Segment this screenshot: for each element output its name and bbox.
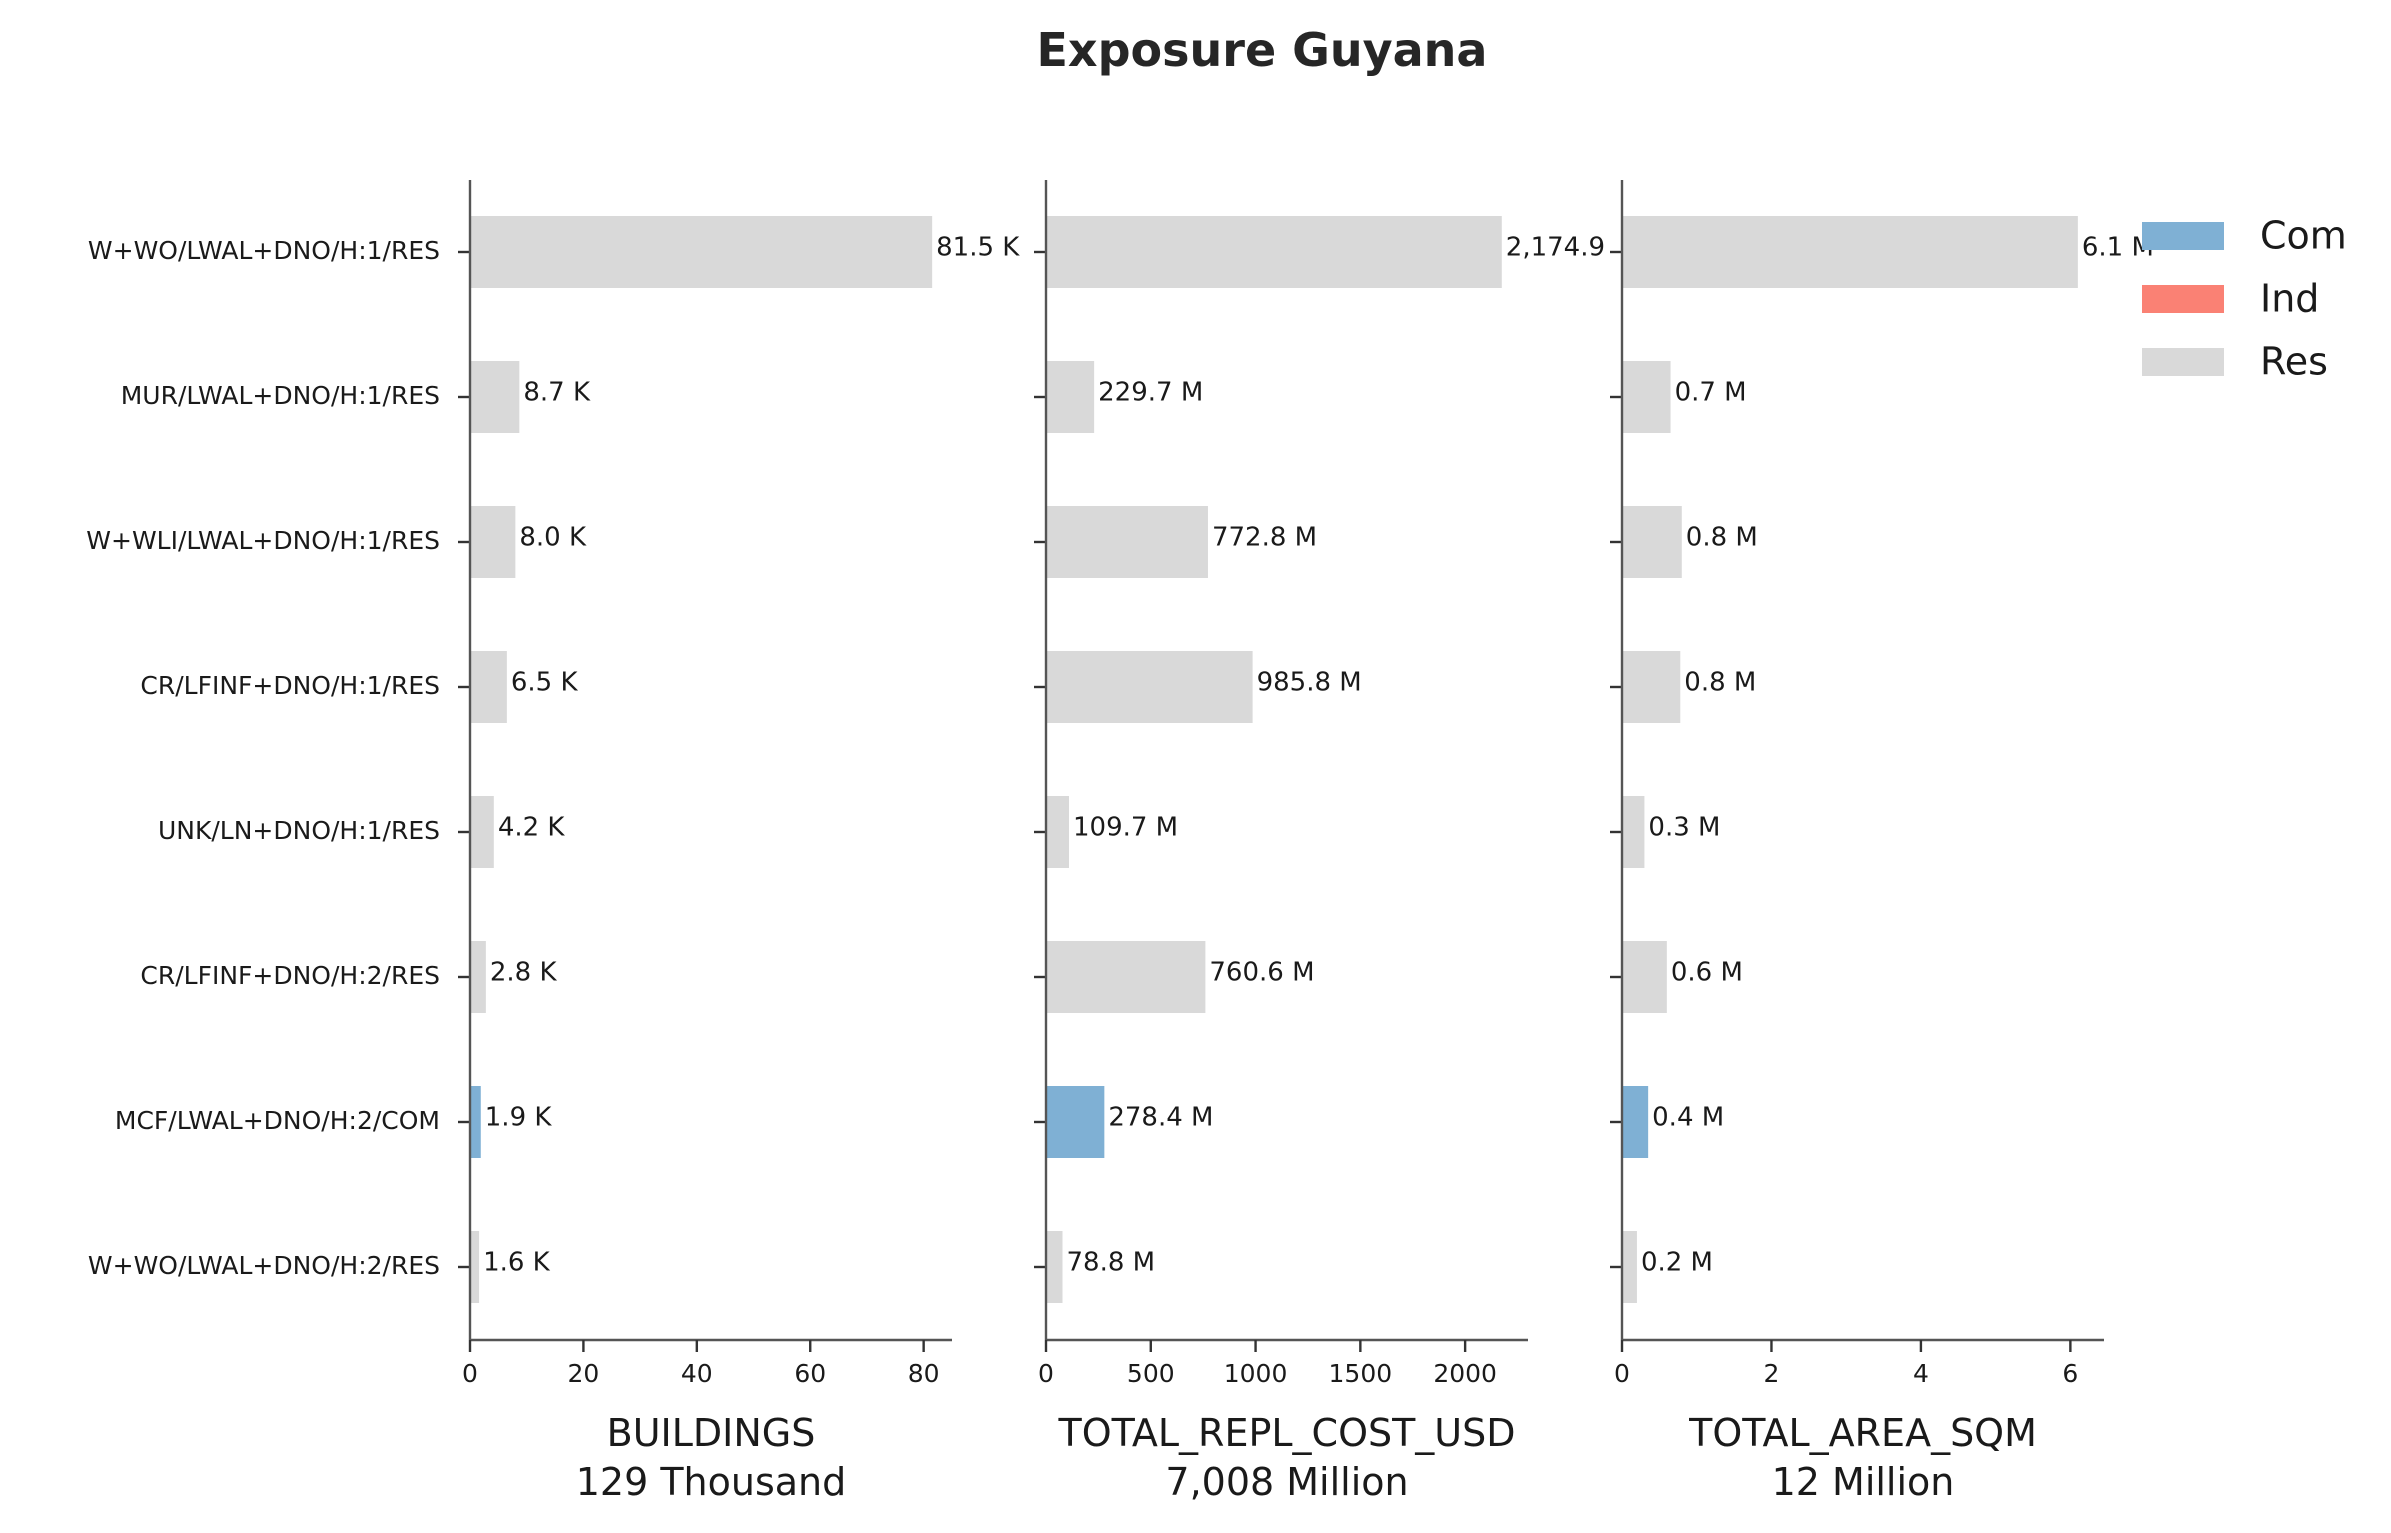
data-label: 0.3 M [1648, 813, 1720, 843]
bar [470, 1231, 480, 1303]
category-label: W+WLI/LWAL+DNO/H:1/RES [86, 526, 440, 555]
legend-label: Ind [2260, 277, 2319, 321]
bar [1046, 1231, 1063, 1303]
legend-swatch [2142, 222, 2224, 250]
x-tick-label: 0 [1614, 1359, 1630, 1388]
data-label: 772.8 M [1212, 523, 1317, 553]
data-label: 0.6 M [1671, 958, 1743, 988]
bar [1046, 651, 1253, 723]
x-tick-label: 40 [681, 1359, 713, 1388]
bar [1046, 941, 1206, 1013]
data-label: 985.8 M [1257, 668, 1362, 698]
panels-layer: 81.5 K W+WO/LWAL+DNO/H:1/RES 8.7 K MUR/LWAL… [86, 180, 2154, 1504]
panel-buildings: 81.5 K W+WO/LWAL+DNO/H:1/RES 8.7 K MUR/LWAL… [86, 180, 1020, 1504]
x-axis-title: BUILDINGS [607, 1411, 816, 1455]
data-label: 0.7 M [1675, 378, 1747, 408]
data-label: 8.0 K [519, 523, 587, 553]
bar [1622, 216, 2078, 288]
x-tick-label: 2 [1764, 1359, 1780, 1388]
x-axis-total: 129 Thousand [576, 1460, 847, 1504]
data-label: 4.2 K [498, 813, 566, 843]
legend-swatch [2142, 348, 2224, 376]
category-label: MUR/LWAL+DNO/H:1/RES [121, 381, 440, 410]
panel-total-repl-cost-usd: 2,174.9 229.7 M 772.8 M 985.8 M 109.7 M 760.6… [1034, 180, 1605, 1504]
data-label: 1.6 K [483, 1248, 551, 1278]
bar [470, 361, 520, 433]
category-label: UNK/LN+DNO/H:1/RES [158, 816, 440, 845]
bar [1622, 651, 1681, 723]
data-label: 8.7 K [523, 378, 591, 408]
data-label: 1.9 K [485, 1103, 553, 1133]
x-tick-label: 80 [908, 1359, 940, 1388]
bar [1622, 361, 1671, 433]
bar [1622, 1086, 1649, 1158]
x-tick-label: 0 [1038, 1359, 1054, 1388]
bar [1046, 216, 1502, 288]
data-label: 2,174.9 [1506, 233, 1605, 263]
bar [1622, 941, 1667, 1013]
bar [470, 506, 516, 578]
data-label: 0.8 M [1684, 668, 1756, 698]
panel-total-area-sqm: 6.1 M 0.7 M 0.8 M 0.8 M 0.3 M 0.6 M 0.4 M 0.2 M… [1610, 180, 2154, 1504]
x-tick-label: 500 [1127, 1359, 1175, 1388]
x-axis-title: TOTAL_AREA_SQM [1688, 1411, 2037, 1455]
data-label: 2.8 K [490, 958, 558, 988]
category-label: CR/LFINF+DNO/H:1/RES [140, 671, 440, 700]
data-label: 229.7 M [1098, 378, 1203, 408]
x-axis-total: 12 Million [1772, 1460, 1955, 1504]
bar [470, 216, 933, 288]
bar [1046, 361, 1095, 433]
category-label: CR/LFINF+DNO/H:2/RES [140, 961, 440, 990]
bar [1046, 1086, 1105, 1158]
data-label: 78.8 M [1067, 1248, 1156, 1278]
x-tick-label: 20 [568, 1359, 600, 1388]
data-label: 109.7 M [1073, 813, 1178, 843]
bar [1622, 506, 1682, 578]
bar [1622, 796, 1645, 868]
data-label: 278.4 M [1108, 1103, 1213, 1133]
x-tick-label: 1000 [1224, 1359, 1288, 1388]
bar [1622, 1231, 1637, 1303]
data-label: 0.8 M [1686, 523, 1758, 553]
category-label: MCF/LWAL+DNO/H:2/COM [115, 1106, 440, 1135]
data-label: 6.1 M [2082, 233, 2154, 263]
x-tick-label: 6 [2062, 1359, 2078, 1388]
data-label: 81.5 K [936, 233, 1020, 263]
category-label: W+WO/LWAL+DNO/H:1/RES [88, 236, 440, 265]
legend-swatch [2142, 285, 2224, 313]
legend-label: Res [2260, 340, 2328, 384]
x-axis-title: TOTAL_REPL_COST_USD [1057, 1411, 1515, 1455]
data-label: 0.2 M [1641, 1248, 1713, 1278]
bar [470, 941, 486, 1013]
x-tick-label: 60 [794, 1359, 826, 1388]
x-axis-total: 7,008 Million [1165, 1460, 1408, 1504]
x-tick-label: 0 [462, 1359, 478, 1388]
bar [470, 796, 494, 868]
bar [1046, 506, 1208, 578]
bar [470, 1086, 481, 1158]
legend: Com Ind Res [2142, 214, 2347, 384]
x-tick-label: 2000 [1433, 1359, 1497, 1388]
data-label: 760.6 M [1209, 958, 1314, 988]
category-label: W+WO/LWAL+DNO/H:2/RES [88, 1251, 440, 1280]
legend-label: Com [2260, 214, 2347, 258]
bar [1046, 796, 1069, 868]
data-label: 6.5 K [511, 668, 579, 698]
x-tick-label: 4 [1913, 1359, 1929, 1388]
data-label: 0.4 M [1652, 1103, 1724, 1133]
chart-title: Exposure Guyana [1037, 23, 1488, 77]
bar [470, 651, 507, 723]
x-tick-label: 1500 [1329, 1359, 1393, 1388]
